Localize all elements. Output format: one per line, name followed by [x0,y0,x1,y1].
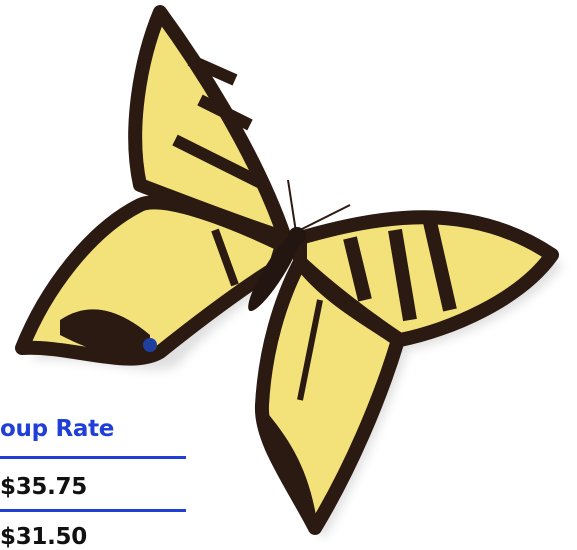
rate-cell: $31.50 [0,524,87,550]
header-cell: oup Rate [0,416,114,442]
page: oup Rate $35.75 $31.50 (() => { const da… [0,0,577,542]
rate-cell: $35.75 [0,474,87,500]
header-rule [0,456,186,459]
butterfly-image [0,0,577,542]
row-rule [0,509,186,512]
